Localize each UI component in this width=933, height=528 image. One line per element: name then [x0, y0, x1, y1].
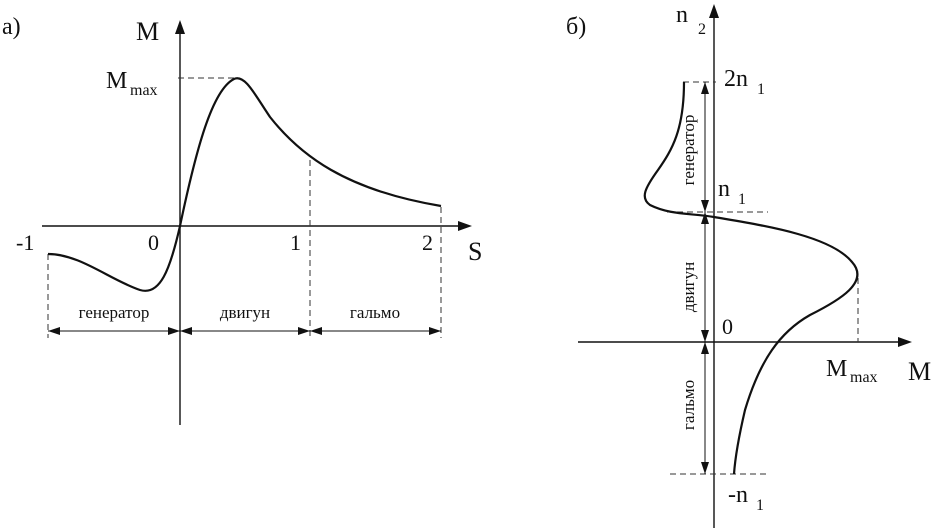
panel-a-y-axis-label: M: [136, 17, 159, 46]
panel-a-tick-1: 1: [290, 230, 301, 255]
svg-text:1: 1: [738, 191, 746, 208]
panel-a-y-arrow: [175, 20, 185, 34]
panel-b-region-brake: гальмо: [679, 380, 698, 430]
panel-a-region-motor: двигун: [220, 303, 270, 322]
panel-b-x-axis-label: M: [908, 357, 931, 386]
panel-a-mmax-label: M max: [106, 68, 158, 99]
panel-a-torque-slip-curve: [47, 77, 442, 292]
svg-text:M: M: [826, 356, 847, 382]
panel-b-y-axis-label: n 2: [676, 2, 706, 38]
panel-a-region-brake: гальмо: [350, 303, 400, 322]
svg-text:2n: 2n: [724, 66, 748, 92]
panel-b-region-motor: двигун: [679, 262, 698, 312]
panel-b-tick-2n1: 2n 1: [724, 66, 765, 98]
panel-b: б) n 2 M 0 2n 1 n 1 -n 1 M max: [566, 2, 931, 528]
panel-b-tick-neg-n1: -n 1: [728, 482, 764, 514]
panel-b-region-arrows: [701, 82, 709, 474]
panel-a-region-generator: генератор: [79, 303, 150, 322]
svg-text:M: M: [106, 68, 127, 94]
panel-b-tick-n1: n 1: [718, 176, 746, 208]
svg-text:-n: -n: [728, 482, 748, 508]
panel-b-y-arrow: [709, 4, 719, 18]
panel-a-tick-0: 0: [148, 230, 159, 255]
svg-text:1: 1: [757, 81, 765, 98]
panel-b-region-generator: генератор: [679, 115, 698, 186]
svg-text:n: n: [718, 176, 730, 202]
panel-b-x-arrow: [898, 337, 912, 347]
panel-a-region-arrows: [48, 327, 441, 335]
svg-text:max: max: [850, 369, 878, 386]
panel-b-label: б): [566, 14, 586, 40]
panel-b-mmax-label: M max: [826, 356, 878, 386]
svg-text:1: 1: [756, 497, 764, 514]
panel-a-x-axis-label: S: [468, 237, 482, 266]
panel-a: а) M S -1 0 1 2 M max: [2, 14, 482, 425]
svg-text:max: max: [130, 82, 158, 99]
panel-b-speed-torque-curve: [643, 81, 859, 475]
svg-text:2: 2: [698, 21, 706, 38]
svg-text:n: n: [676, 2, 688, 28]
panel-a-x-arrow: [458, 221, 472, 231]
panel-a-label: а): [2, 14, 21, 40]
panel-b-origin: 0: [722, 314, 733, 339]
panel-a-tick-minus1: -1: [16, 230, 34, 255]
panel-a-tick-2: 2: [422, 230, 433, 255]
